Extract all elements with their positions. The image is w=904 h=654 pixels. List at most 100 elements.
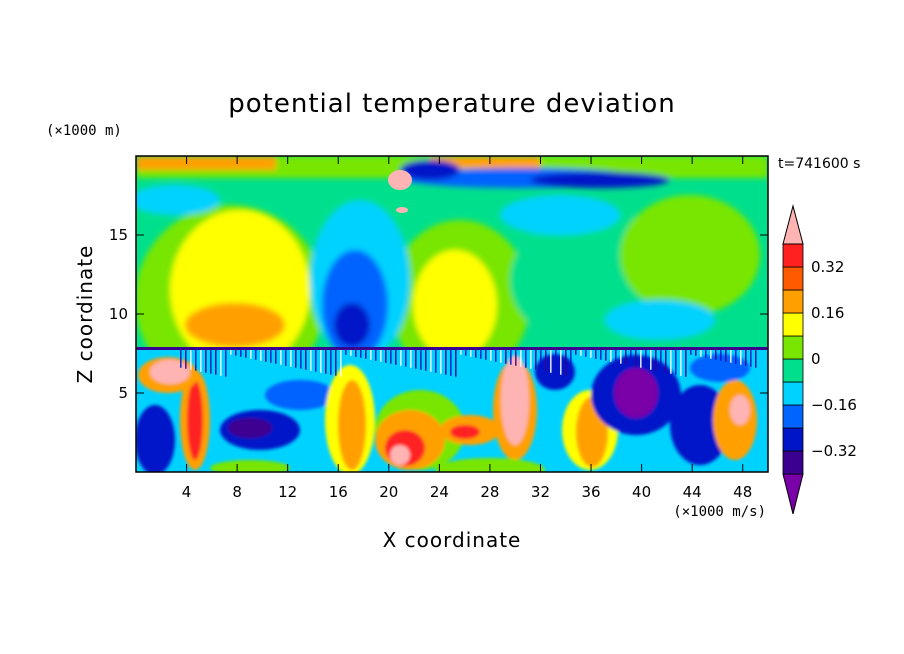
wave-stripe bbox=[290, 348, 292, 367]
wave-stripe bbox=[415, 348, 417, 369]
colorbar-extend-high bbox=[782, 204, 804, 245]
wave-stripe bbox=[735, 348, 737, 364]
wave-stripe bbox=[545, 348, 547, 372]
wave-stripe bbox=[425, 348, 427, 371]
wave-stripe bbox=[550, 348, 552, 373]
wave-stripe bbox=[235, 348, 237, 356]
wave-stripe bbox=[565, 348, 567, 376]
wave-stripe bbox=[440, 348, 442, 374]
wave-stripe bbox=[700, 348, 702, 357]
wave-stripe bbox=[390, 348, 392, 364]
wave-stripe bbox=[670, 348, 672, 374]
y-axis-label: Z coordinate bbox=[73, 245, 97, 384]
colorbar-segment bbox=[782, 358, 804, 383]
wave-stripe bbox=[685, 348, 687, 377]
y-tick-label: 5 bbox=[118, 384, 128, 402]
wave-stripe bbox=[395, 348, 397, 365]
colorbar-tick-label: 0 bbox=[811, 350, 821, 368]
wave-stripe bbox=[535, 348, 537, 370]
wave-stripe bbox=[615, 348, 617, 363]
wave-stripe bbox=[185, 348, 187, 369]
wave-stripe bbox=[605, 348, 607, 361]
wave-stripe bbox=[560, 348, 562, 375]
wave-stripe bbox=[420, 348, 422, 370]
wave-stripe bbox=[245, 348, 247, 358]
interface-line bbox=[136, 347, 768, 350]
wave-stripe bbox=[740, 348, 742, 365]
x-tick-label: 8 bbox=[232, 483, 242, 501]
wave-stripe bbox=[470, 348, 472, 357]
wave-stripe bbox=[475, 348, 477, 358]
wave-stripe bbox=[180, 348, 182, 368]
x-tick-label: 4 bbox=[182, 483, 192, 501]
wave-stripe bbox=[400, 348, 402, 366]
x-unit-label: (×1000 m/s) bbox=[673, 504, 766, 520]
wave-stripe bbox=[485, 348, 487, 360]
wave-stripe bbox=[590, 348, 592, 358]
wave-stripe bbox=[715, 348, 717, 360]
wave-stripe bbox=[325, 348, 327, 374]
wave-stripe bbox=[270, 348, 272, 363]
colorbar-tick-label: 0.32 bbox=[811, 258, 844, 276]
colorbar-tick-label: 0.16 bbox=[811, 304, 844, 322]
x-tick-label: 32 bbox=[531, 483, 550, 501]
chart-title: potential temperature deviation bbox=[228, 89, 675, 119]
wave-stripe bbox=[640, 348, 642, 368]
colorbar-tick-label: −0.16 bbox=[811, 396, 857, 414]
upper-layer bbox=[136, 156, 768, 395]
wave-stripe bbox=[515, 348, 517, 366]
wave-stripe bbox=[465, 348, 467, 356]
colorbar-segment bbox=[782, 266, 804, 291]
wave-stripe bbox=[580, 348, 582, 356]
wave-stripe bbox=[200, 348, 202, 372]
colorbar-segment bbox=[782, 404, 804, 429]
wave-stripe bbox=[370, 348, 372, 360]
wave-stripe bbox=[750, 348, 752, 367]
x-tick-label: 40 bbox=[632, 483, 651, 501]
wave-stripe bbox=[280, 348, 282, 365]
wave-stripe bbox=[225, 348, 227, 377]
wave-stripe bbox=[695, 348, 697, 356]
wave-stripe bbox=[490, 348, 492, 361]
colorbar-segment bbox=[782, 427, 804, 452]
wave-stripe bbox=[600, 348, 602, 360]
wave-stripe bbox=[610, 348, 612, 362]
colorbar-segment bbox=[782, 312, 804, 337]
wave-stripe bbox=[335, 348, 337, 376]
wave-stripe bbox=[705, 348, 707, 358]
y-unit-label: (×1000 m) bbox=[46, 123, 122, 139]
x-tick-label: 16 bbox=[329, 483, 348, 501]
wave-stripe bbox=[675, 348, 677, 375]
wave-stripe bbox=[195, 348, 197, 371]
wave-stripe bbox=[725, 348, 727, 362]
wave-stripe bbox=[530, 348, 532, 369]
wave-stripe bbox=[265, 348, 267, 362]
colorbar-segment bbox=[782, 450, 804, 475]
field-plot bbox=[136, 156, 768, 472]
wave-stripe bbox=[625, 348, 627, 365]
wave-stripe bbox=[510, 348, 512, 365]
wave-stripe bbox=[635, 348, 637, 367]
y-tick-label: 15 bbox=[109, 226, 128, 244]
wave-stripe bbox=[480, 348, 482, 359]
wave-stripe bbox=[405, 348, 407, 367]
wave-stripe bbox=[655, 348, 657, 371]
wave-stripe bbox=[255, 348, 257, 360]
colorbar-tick-label: −0.32 bbox=[811, 442, 857, 460]
wave-stripe bbox=[680, 348, 682, 376]
wave-stripe bbox=[745, 348, 747, 366]
wave-stripe bbox=[300, 348, 302, 369]
y-tick-label: 10 bbox=[109, 305, 128, 323]
wave-stripe bbox=[315, 348, 317, 372]
wave-stripe bbox=[540, 348, 542, 371]
wave-stripe bbox=[525, 348, 527, 368]
wave-stripe bbox=[455, 348, 457, 377]
wave-stripe bbox=[285, 348, 287, 366]
x-tick-label: 20 bbox=[379, 483, 398, 501]
wave-stripe bbox=[360, 348, 362, 358]
wave-stripe bbox=[500, 348, 502, 363]
y-ticks: 5 10 15 bbox=[109, 226, 768, 402]
colorbar-segment bbox=[782, 243, 804, 268]
colorbar-segment bbox=[782, 289, 804, 314]
x-tick-label: 36 bbox=[581, 483, 600, 501]
